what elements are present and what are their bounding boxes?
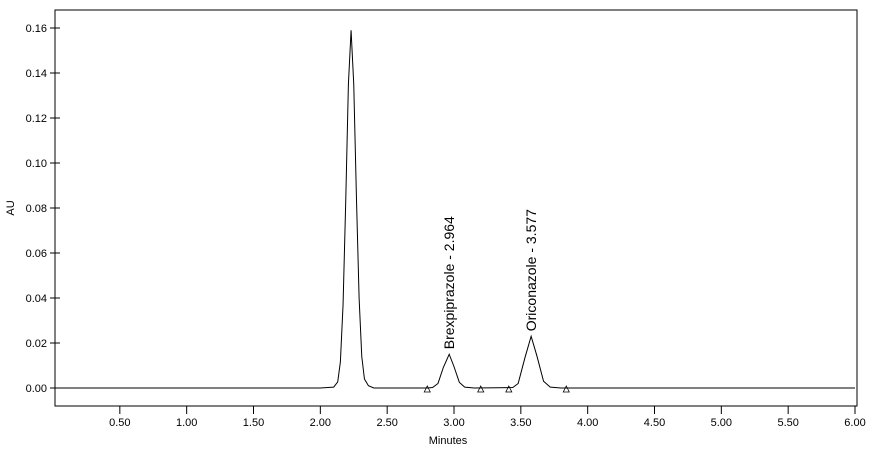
x-tick-label: 6.00 [844, 417, 865, 429]
y-tick-label: 0.10 [26, 158, 47, 170]
x-axis-label: Minutes [429, 435, 468, 447]
x-tick-label: 2.00 [310, 417, 331, 429]
x-tick-label: 1.50 [243, 417, 264, 429]
chromatogram-trace [53, 30, 855, 389]
integration-mark [477, 385, 485, 393]
y-tick-label: 0.04 [26, 293, 47, 305]
y-tick-label: 0.14 [26, 68, 47, 80]
x-tick-label: 4.50 [644, 417, 665, 429]
x-tick-label: 5.00 [711, 417, 732, 429]
integration-mark [423, 385, 431, 393]
x-tick-label: 3.00 [443, 417, 464, 429]
peak-label: Oriconazole - 3.577 [523, 209, 539, 331]
y-tick-label: 0.16 [26, 23, 47, 35]
x-tick-label: 4.00 [577, 417, 598, 429]
x-tick-label: 3.50 [510, 417, 531, 429]
x-tick-label: 1.00 [176, 417, 197, 429]
y-tick-label: 0.02 [26, 338, 47, 350]
y-tick-label: 0.12 [26, 113, 47, 125]
y-axis-label: AU [5, 200, 17, 215]
peak-label: Brexpiprazole - 2.964 [441, 216, 457, 349]
y-tick-label: 0.08 [26, 203, 47, 215]
y-tick-label: 0.06 [26, 248, 47, 260]
y-tick-label: 0.00 [26, 383, 47, 395]
integration-mark [562, 385, 570, 393]
integration-mark [505, 385, 513, 393]
x-tick-label: 2.50 [376, 417, 397, 429]
x-tick-label: 5.50 [777, 417, 798, 429]
x-tick-label: 0.50 [109, 417, 130, 429]
